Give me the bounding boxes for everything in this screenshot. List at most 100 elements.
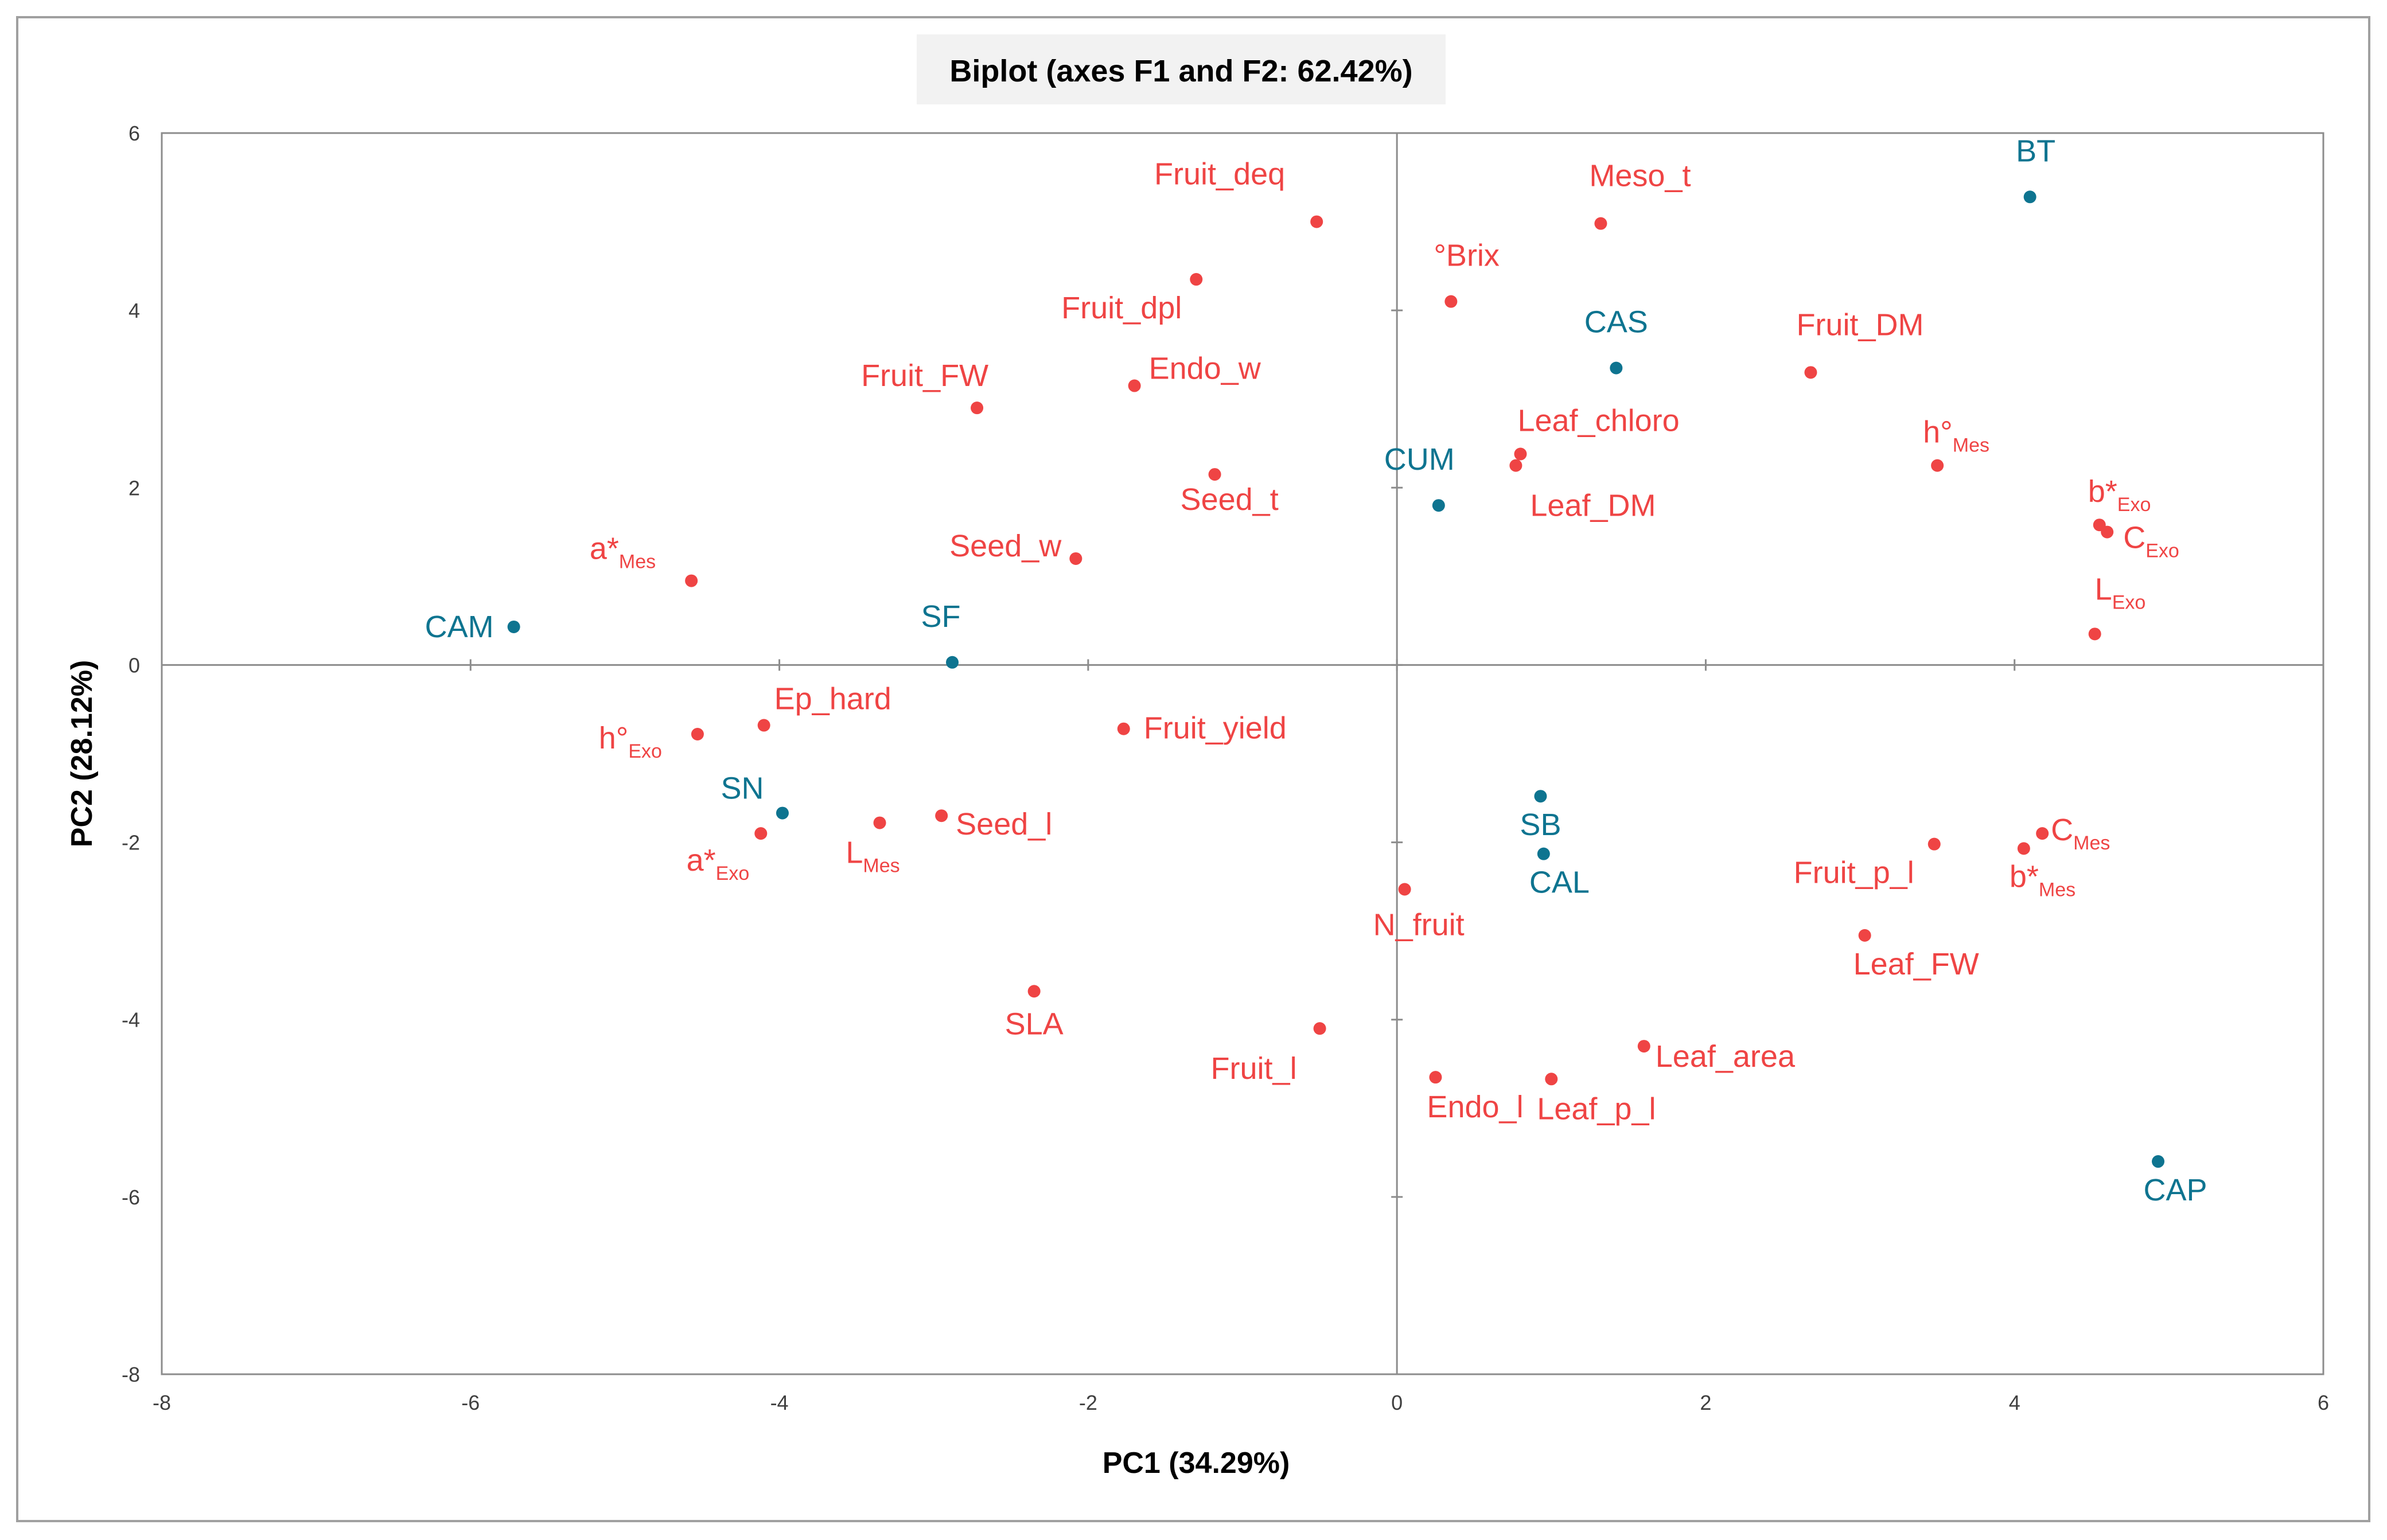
variables-point-fruit-dm — [1804, 366, 1817, 379]
y-tick-label: -2 — [122, 831, 140, 855]
variables-point-leaf-fw — [1858, 929, 1871, 942]
observations-point-cam — [507, 620, 520, 633]
variables-label-fruit-l: Fruit_l — [1211, 1051, 1297, 1086]
variables-label-meso-t: Meso_t — [1589, 159, 1691, 193]
y-tick-label: 6 — [128, 122, 140, 145]
variables-point-endo-l — [1429, 1071, 1442, 1084]
variables-point-degbrix — [1444, 295, 1458, 308]
variables-label-bstar-exo: b*Exo — [2088, 474, 2151, 516]
variables-label-leaf-dm: Leaf_DM — [1530, 489, 1656, 523]
variables-label-fruit-dm: Fruit_DM — [1796, 307, 1923, 342]
observations-label-cal: CAL — [1529, 865, 1590, 900]
variables-point-c-exo — [2101, 525, 2114, 539]
observations-point-bt — [2023, 190, 2036, 204]
variables-point-hdeg-exo — [691, 727, 704, 740]
axes-layer — [161, 132, 2324, 1375]
variables-point-meso-t — [1594, 217, 1607, 230]
x-tick-label: 4 — [2009, 1391, 2020, 1414]
variables-label-astar-mes: a*Mes — [590, 532, 656, 573]
y-tick-label: -8 — [122, 1363, 140, 1386]
variables-label-fruit-deq: Fruit_deq — [1154, 157, 1285, 192]
y-tick-label: 2 — [128, 476, 140, 500]
variables-point-n-fruit — [1398, 883, 1411, 896]
variables-label-fruit-p-l: Fruit_p_l — [1794, 856, 1914, 890]
observations-label-cum: CUM — [1384, 442, 1455, 477]
variables-label-degbrix: °Brix — [1434, 239, 1500, 273]
variables-label-seed-w: Seed_w — [949, 529, 1062, 563]
variables-point-astar-mes — [685, 574, 698, 587]
x-tick-label: 2 — [1700, 1391, 1711, 1414]
variables-point-seed-w — [1069, 552, 1082, 565]
variables-label-astar-exo: a*Exo — [687, 843, 750, 884]
data-points — [507, 190, 2165, 1168]
observations-point-sf — [946, 656, 959, 669]
variables-point-ep-hard — [757, 719, 770, 732]
variables-label-bstar-mes: b*Mes — [2010, 859, 2076, 900]
variables-point-fruit-deq — [1310, 215, 1323, 228]
x-tick-label: -2 — [1079, 1391, 1097, 1414]
variables-label-c-exo: CExo — [2123, 521, 2179, 562]
chart-title-background — [917, 34, 1446, 104]
y-tick-label: -4 — [122, 1008, 140, 1032]
observations-point-cum — [1432, 499, 1445, 512]
observations-label-cas: CAS — [1584, 305, 1648, 340]
variables-point-hdeg-mes — [1931, 459, 1944, 472]
variables-point-fruit-p-l — [1927, 837, 1941, 851]
variables-label-hdeg-mes: h°Mes — [1923, 415, 1989, 457]
observations-label-sb: SB — [1520, 808, 1561, 842]
variables-point-leaf-dm — [1509, 459, 1522, 472]
observations-point-sn — [776, 806, 789, 820]
observations-point-cap — [2152, 1155, 2165, 1168]
variables-label-seed-t: Seed_t — [1181, 482, 1279, 517]
observations-label-sf: SF — [921, 599, 961, 634]
x-tick-label: -8 — [153, 1391, 171, 1414]
variables-point-fruit-fw — [971, 401, 984, 415]
y-tick-label: -6 — [122, 1186, 140, 1209]
variables-label-fruit-yield: Fruit_yield — [1144, 711, 1287, 746]
variables-label-leaf-area: Leaf_area — [1656, 1039, 1796, 1074]
point-labels: Fruit_deq Meso_t Fruit_dpl °Brix Fruit_DM Fru… — [425, 134, 2207, 1207]
variables-point-astar-exo — [754, 827, 768, 840]
variables-point-seed-t — [1208, 468, 1221, 481]
variables-label-endo-w: Endo_w — [1149, 352, 1261, 386]
observations-point-cal — [1537, 847, 1550, 860]
variables-point-fruit-l — [1313, 1022, 1326, 1035]
variables-label-hdeg-exo: h°Exo — [599, 721, 662, 762]
variables-point-fruit-dpl — [1190, 273, 1203, 286]
y-tick-label: 0 — [128, 653, 140, 677]
observations-point-sb — [1534, 790, 1547, 803]
chart-outer-border — [16, 16, 2370, 1522]
variables-label-seed-l: Seed_l — [956, 807, 1052, 841]
observations-label-cam: CAM — [425, 610, 494, 644]
variables-point-l-exo — [2088, 627, 2101, 641]
variables-label-leaf-chloro: Leaf_chloro — [1517, 404, 1679, 438]
x-tick-label: 0 — [1391, 1391, 1403, 1414]
variables-label-ep-hard: Ep_hard — [774, 682, 891, 716]
variables-point-leaf-area — [1637, 1040, 1650, 1053]
variables-point-sla — [1027, 985, 1041, 998]
variables-point-fruit-yield — [1117, 722, 1130, 735]
variables-label-n-fruit: N_fruit — [1373, 907, 1465, 942]
variables-label-c-mes: CMes — [2051, 813, 2110, 854]
observations-label-sn: SN — [721, 771, 764, 806]
x-axis-title: PC1 (34.29%) — [1103, 1447, 1290, 1480]
y-tick-label: 4 — [128, 299, 140, 322]
variables-label-endo-l: Endo_l — [1427, 1090, 1523, 1124]
variables-point-bstar-mes — [2017, 842, 2030, 855]
variables-point-leaf-chloro — [1514, 447, 1527, 461]
observations-point-cas — [1610, 361, 1623, 375]
variables-point-endo-w — [1128, 379, 1141, 392]
plot-area — [161, 132, 2324, 1375]
chart-title: Biplot (axes F1 and F2: 62.42%) — [949, 54, 1412, 88]
variables-label-fruit-dpl: Fruit_dpl — [1061, 291, 1182, 325]
x-tick-label: -6 — [461, 1391, 480, 1414]
variables-point-c-mes — [2036, 827, 2049, 840]
variables-point-leaf-p-l — [1545, 1073, 1558, 1086]
tick-labels: -8 -6 -4 -2 0 2 4 6 -8 -6 -4 -2 0 2 4 6 — [122, 122, 2329, 1414]
variables-point-l-mes — [873, 816, 886, 829]
variables-label-leaf-fw: Leaf_FW — [1853, 947, 1979, 981]
variables-label-leaf-p-l: Leaf_p_l — [1537, 1091, 1656, 1126]
variables-label-l-mes: LMes — [846, 836, 899, 877]
x-tick-label: -4 — [770, 1391, 789, 1414]
observations-label-bt: BT — [2016, 134, 2055, 168]
